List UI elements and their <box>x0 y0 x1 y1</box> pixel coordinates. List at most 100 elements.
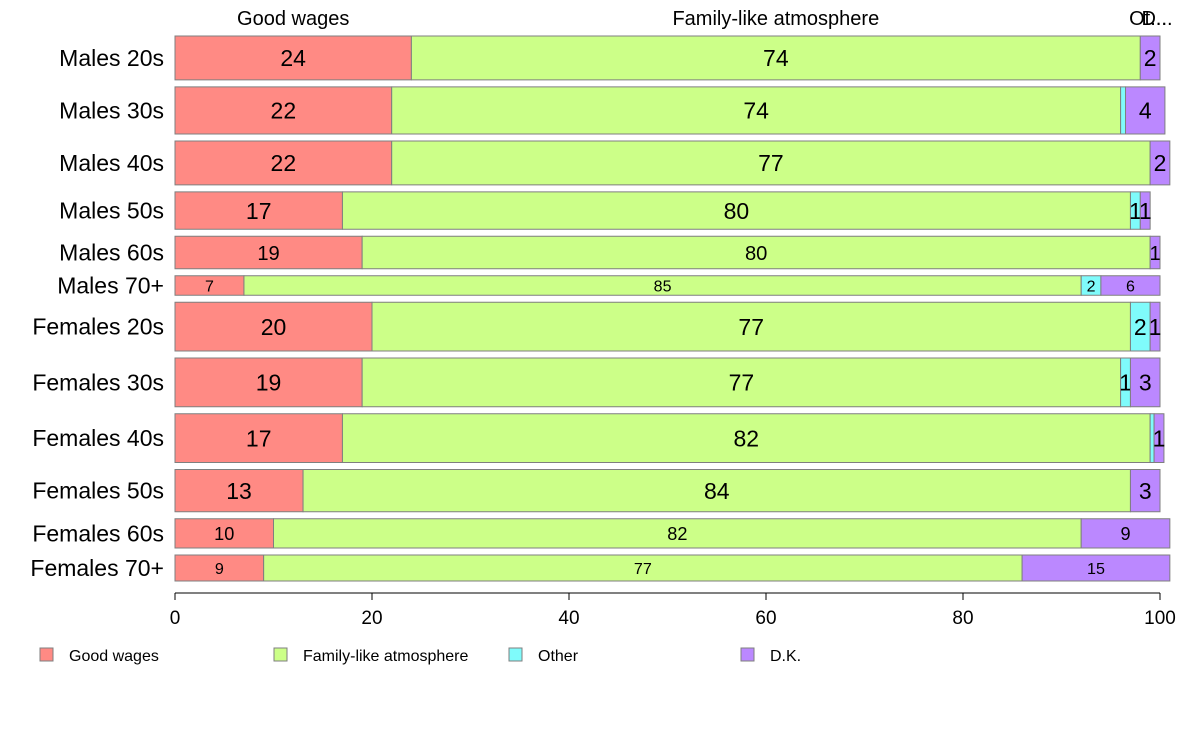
bar-segment <box>1129 357 1161 408</box>
bar-row: 19 77 1 3 <box>174 357 1161 408</box>
bar-segment <box>174 191 343 230</box>
bar-value-label: 2 <box>1087 278 1096 295</box>
top-category-labels: Good wages Family-like atmosphere Ot...D..… <box>237 8 1173 30</box>
legend-swatch <box>273 647 288 662</box>
bar-segment <box>371 301 1131 352</box>
bar-segment <box>361 357 1122 408</box>
legend-swatch <box>39 647 54 662</box>
bar-segment <box>410 35 1141 81</box>
bar-row: 9 77 15 <box>174 554 1171 582</box>
bar-segment <box>1100 275 1161 296</box>
bar-value-label: 82 <box>734 425 760 451</box>
bar-value-label: 15 <box>1087 560 1105 578</box>
y-tick-label: Females 60s <box>32 520 164 546</box>
legend-label: Family-like atmosphere <box>303 648 468 665</box>
bar-segment <box>174 413 343 463</box>
legend-label: Good wages <box>69 648 159 665</box>
bar-value-label: 82 <box>667 524 687 544</box>
bar-row: 24 74 2 <box>174 35 1161 81</box>
bar-value-label: 80 <box>745 243 767 265</box>
legend-swatch <box>740 647 755 662</box>
bar-value-label: 1 <box>1149 243 1160 265</box>
bar-segment <box>174 235 363 270</box>
bar-value-label: 84 <box>704 478 730 504</box>
bar-segment <box>1021 554 1171 582</box>
y-tick-label: Males 60s <box>59 240 164 266</box>
y-tick-label: Males 70+ <box>57 273 164 299</box>
bar-segment <box>1129 469 1161 513</box>
y-tick-label: Males 40s <box>59 150 164 176</box>
bar-segment <box>1139 191 1151 230</box>
bar-row: 20 77 2 1 <box>174 301 1162 352</box>
bar-value-label: 85 <box>654 278 672 295</box>
y-tick-label: Females 20s <box>32 314 164 340</box>
bar-value-label: 9 <box>1120 524 1130 544</box>
bar-segment <box>1080 518 1171 549</box>
x-tick-label: 60 <box>755 608 776 629</box>
bar-value-label: 20 <box>261 314 287 340</box>
x-axis: 0 20 40 60 80 100 <box>170 592 1176 629</box>
bar-value-label: 1 <box>1153 425 1166 451</box>
x-tick-label: 40 <box>558 608 579 629</box>
bar-segment <box>174 301 373 352</box>
bar-row: 7 85 2 6 <box>174 275 1161 296</box>
bar-segment <box>174 357 363 408</box>
top-category-label: Ot... <box>1129 8 1167 30</box>
bar-value-label: 2 <box>1144 45 1157 71</box>
legend: Good wages Family-like atmosphere Other D.K… <box>39 647 801 665</box>
bar-row: 13 84 3 <box>174 469 1161 513</box>
bar-segment <box>1125 86 1166 135</box>
y-tick-label: Males 30s <box>59 97 164 123</box>
bar-segment <box>174 554 265 582</box>
bar-value-label: 22 <box>271 150 297 176</box>
bar-value-label: 17 <box>246 425 272 451</box>
bar-segment <box>1120 86 1127 135</box>
top-category-label: Family-like atmosphere <box>672 8 879 30</box>
bar-value-label: 74 <box>743 98 769 124</box>
y-tick-label: Females 50s <box>32 478 164 504</box>
bar-segment <box>341 413 1151 463</box>
top-category-label: D... <box>1141 8 1172 30</box>
bar-value-label: 77 <box>758 150 784 176</box>
bar-segment <box>1149 235 1161 270</box>
bar-segment <box>391 86 1122 135</box>
bar-value-label: 6 <box>1126 278 1135 295</box>
bar-row: 17 80 11 <box>174 191 1152 230</box>
bar-value-label: 1 <box>1119 370 1132 396</box>
bar-value-label: 1 <box>1149 314 1162 340</box>
bar-value-label: 74 <box>763 45 789 71</box>
bar-segment <box>1149 140 1171 186</box>
bar-value-label: 3 <box>1139 478 1152 504</box>
bar-row: 10 82 9 <box>174 518 1171 549</box>
bar-value-label: 13 <box>226 478 252 504</box>
bar-value-label: 4 <box>1139 98 1152 124</box>
y-axis-labels: Males 20s Males 30s Males 40s Males 50s Male… <box>30 45 164 581</box>
bar-value-label: 7 <box>205 278 214 295</box>
bar-value-label: 19 <box>256 370 282 396</box>
x-tick-label: 80 <box>952 608 973 629</box>
bar-value-label: 77 <box>738 314 764 340</box>
legend-label: D.K. <box>770 648 801 665</box>
y-tick-label: Males 20s <box>59 45 164 71</box>
bar-segment <box>174 518 274 549</box>
top-category-label: Good wages <box>237 8 349 30</box>
bar-value-label: 19 <box>257 243 279 265</box>
bar-value-label: 2 <box>1134 314 1147 340</box>
bar-segment <box>273 518 1082 549</box>
bar-value-label: 3 <box>1139 370 1152 396</box>
bar-segment <box>1149 301 1161 352</box>
legend-label: Other <box>538 648 579 665</box>
bar-value-label: 1 <box>1139 198 1152 224</box>
bar-segment <box>391 140 1151 186</box>
bar-row: 19 80 1 <box>174 235 1161 270</box>
bar-segment <box>1139 35 1161 81</box>
bar-value-label: 17 <box>246 198 272 224</box>
y-tick-label: Females 30s <box>32 369 164 395</box>
bar-value-label: 1 <box>1129 198 1142 224</box>
bar-row: 22 74 4 <box>174 86 1166 135</box>
bar-value-label: 10 <box>214 524 234 544</box>
bar-value-label: 24 <box>280 45 306 71</box>
bar-value-label: 2 <box>1154 150 1167 176</box>
bar-value-label: 77 <box>634 560 652 578</box>
